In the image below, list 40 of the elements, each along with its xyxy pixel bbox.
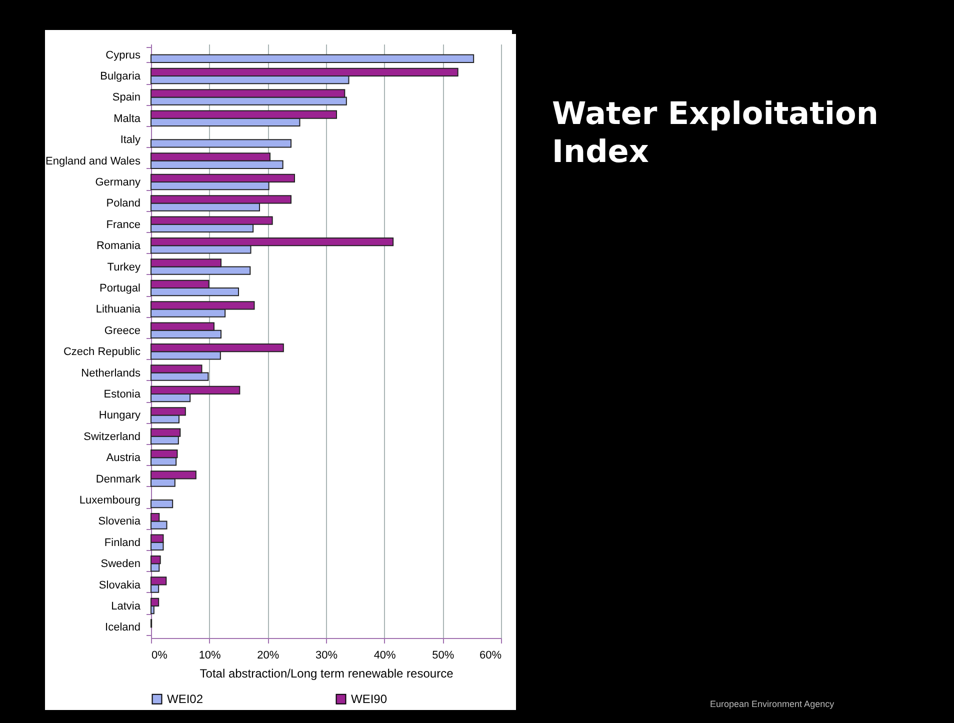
y-tick-label: Italy: [120, 134, 141, 146]
x-tick-label: 0%: [152, 650, 168, 662]
x-axis-title: Total abstraction/Long term renewable resource: [200, 666, 454, 680]
y-tick-label: Malta: [114, 112, 142, 125]
y-tick-label: Switzerland: [84, 430, 140, 443]
x-tick-label: 20%: [257, 650, 280, 662]
y-tick-label: Cyprus: [106, 49, 141, 62]
y-tick-label: Luxembourg: [79, 494, 140, 506]
y-tick-label: Greece: [104, 324, 140, 337]
y-tick-label: France: [106, 218, 140, 231]
y-tick-label: Bulgaria: [100, 70, 142, 83]
y-tick-label: England and Wales: [46, 155, 141, 168]
y-tick-label: Hungary: [98, 410, 141, 422]
x-tick-label: 40%: [374, 650, 396, 662]
y-tick-label: Sweden: [100, 558, 140, 570]
y-tick-label: Estonia: [104, 388, 142, 400]
y-tick-label: Iceland: [105, 622, 140, 634]
y-tick-label: Denmark: [96, 473, 141, 486]
x-tick-label: 30%: [315, 650, 338, 662]
x-tick-label: 60%: [479, 650, 502, 662]
y-tick-label: Germany: [95, 176, 141, 189]
y-tick-label: Spain: [112, 92, 140, 104]
y-tick-label: Latvia: [111, 600, 142, 612]
x-tick-label: 10%: [198, 650, 222, 662]
y-tick-label: Turkey: [107, 261, 141, 274]
y-tick-label: Romania: [96, 240, 142, 252]
text: European Environment Agency: [710, 699, 834, 709]
y-tick-label: Poland: [106, 198, 140, 210]
y-tick-label: Austria: [106, 452, 142, 464]
y-tick-label: Lithuania: [96, 304, 142, 316]
y-tick-label: Portugal: [100, 282, 140, 294]
legend-label: WEI02: [167, 692, 204, 706]
y-tick-label: Netherlands: [81, 367, 141, 380]
text: Water Exploitation Index: [552, 95, 880, 171]
y-tick-label: Slovakia: [98, 579, 142, 592]
x-tick-label: 50%: [432, 650, 454, 662]
legend-label: WEI90: [351, 692, 388, 706]
y-tick-label: Finland: [104, 536, 140, 549]
y-tick-label: Slovenia: [98, 516, 142, 528]
y-tick-label: Czech Republic: [63, 346, 141, 358]
